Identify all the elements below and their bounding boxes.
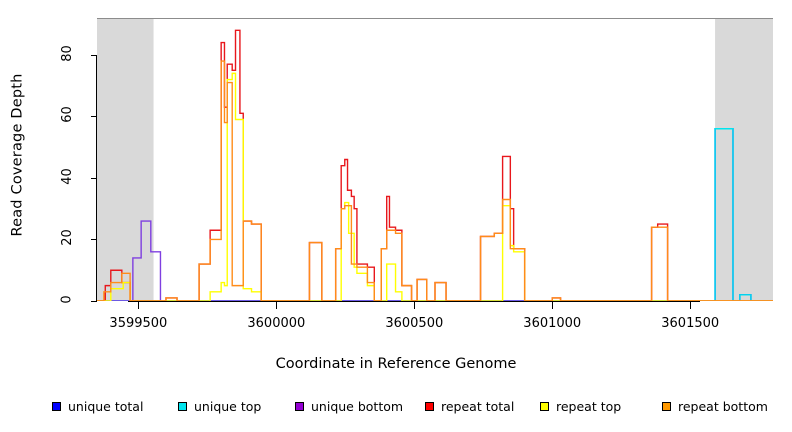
shaded-region	[715, 18, 773, 301]
x-tick-label: 3601500	[661, 316, 720, 331]
coverage-chart-svg	[97, 18, 773, 301]
legend-swatch-icon	[178, 401, 187, 411]
y-tick-mark	[91, 54, 97, 56]
x-tick-label: 3601000	[523, 316, 582, 331]
x-tick-label: 3600000	[247, 316, 306, 331]
legend-swatch-icon	[425, 401, 434, 411]
y-tick-mark	[91, 116, 97, 118]
y-tick-mark	[91, 239, 97, 241]
legend-item-unique-top[interactable]: unique top	[178, 396, 261, 416]
x-tick-mark	[138, 301, 140, 309]
legend-swatch-icon	[52, 401, 61, 411]
y-tick-label: 60	[50, 106, 84, 124]
chart-legend: unique total unique top unique bottom repea…	[0, 396, 792, 420]
legend-swatch-icon	[540, 401, 549, 411]
legend-label: unique bottom	[311, 398, 404, 414]
y-tick-label-text: 20	[59, 229, 75, 247]
legend-item-repeat-top[interactable]: repeat top	[540, 396, 621, 416]
x-axis-title: Coordinate in Reference Genome	[275, 356, 517, 372]
series-unique-top	[97, 128, 773, 301]
legend-item-unique-bottom[interactable]: unique bottom	[295, 396, 403, 416]
legend-item-unique-total[interactable]: unique total	[52, 396, 143, 416]
y-tick-label-text: 40	[59, 168, 75, 185]
y-tick-mark	[91, 177, 97, 179]
x-tick-mark	[276, 301, 278, 309]
legend-item-repeat-bottom[interactable]: repeat bottom	[662, 396, 768, 416]
x-tick-mark	[552, 301, 554, 309]
y-axis-line	[96, 54, 97, 301]
legend-label: repeat top	[556, 398, 622, 414]
y-tick-mark	[91, 301, 97, 302]
y-axis-title: Read Coverage Depth	[10, 73, 26, 237]
y-tick-label: 40	[50, 168, 84, 185]
x-tick-label: 3600500	[385, 316, 444, 331]
y-tick-label: 80	[50, 45, 84, 62]
y-tick-label: 0	[50, 292, 84, 307]
y-tick-label-text: 60	[59, 106, 75, 124]
y-tick-label-text: 80	[59, 45, 75, 62]
legend-label: unique total	[68, 398, 144, 414]
y-tick-label-text: 0	[59, 295, 75, 304]
legend-label: unique top	[194, 398, 262, 414]
legend-label: repeat total	[441, 398, 515, 414]
legend-swatch-icon	[662, 401, 671, 411]
x-axis-line	[128, 301, 701, 302]
x-tick-label: 3599500	[109, 316, 168, 331]
legend-swatch-icon	[295, 401, 304, 411]
series-unique-bottom	[97, 220, 773, 301]
series-repeat-total	[97, 29, 773, 301]
legend-item-repeat-total[interactable]: repeat total	[425, 396, 514, 416]
plot-area	[97, 18, 773, 301]
legend-label: repeat bottom	[678, 398, 768, 414]
x-tick-mark	[690, 301, 692, 309]
series-repeat-bottom	[97, 60, 773, 301]
shaded-region	[97, 18, 154, 301]
x-tick-mark	[414, 301, 416, 309]
y-tick-label: 20	[50, 229, 84, 247]
